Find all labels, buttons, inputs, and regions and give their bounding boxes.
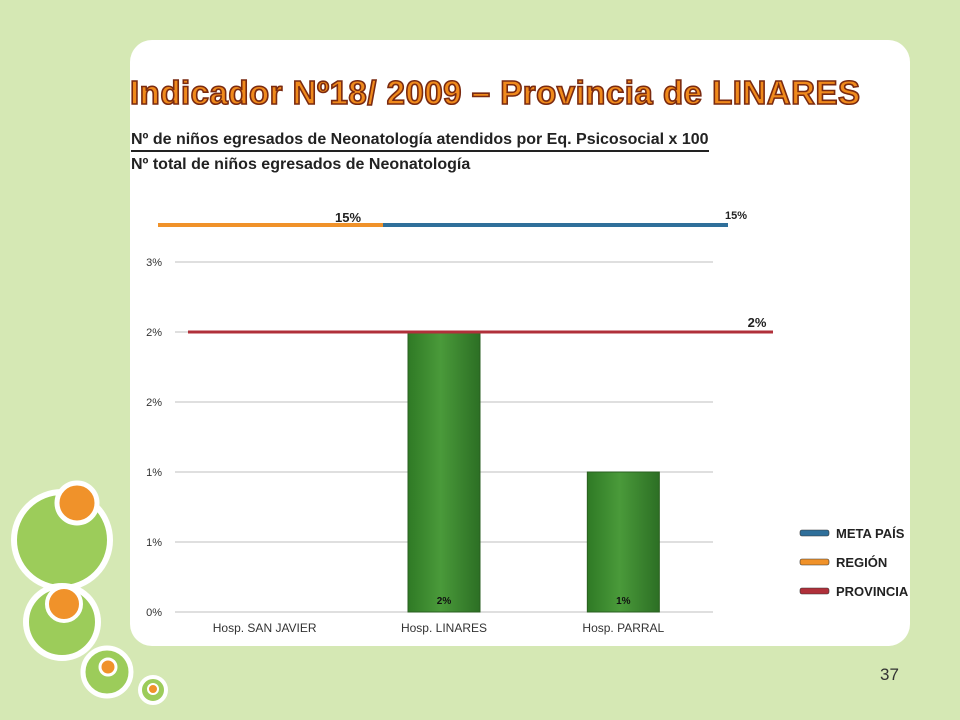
y-tick-label: 1% <box>146 537 162 549</box>
decor-circle-orange-2 <box>45 585 83 623</box>
page-number: 37 <box>880 665 899 684</box>
bar <box>407 331 481 613</box>
y-axis: 0% 1% 1% 2% 2% 3% <box>146 257 162 619</box>
x-tick-label: Hosp. PARRAL <box>582 621 664 635</box>
bar <box>586 471 660 613</box>
decor-circle-orange-4 <box>147 683 159 695</box>
y-tick-label: 2% <box>146 397 162 409</box>
decor-circle-orange-1 <box>54 480 100 526</box>
chart-legend: META PAÍS REGIÓN PROVINCIA <box>799 526 909 599</box>
bar-data-label: 2% <box>437 596 452 607</box>
provincia-line-label: 2% <box>748 315 767 330</box>
formula-numerator: Nº de niños egresados de Neonatología at… <box>131 130 709 152</box>
y-tick-label: 3% <box>146 257 162 269</box>
y-tick-label: 0% <box>146 607 162 619</box>
slide-title: Indicador Nº18/ 2009 – Provincia de LINA… <box>129 73 861 112</box>
x-tick-label: Hosp. LINARES <box>401 621 487 635</box>
y-tick-label: 1% <box>146 467 162 479</box>
bar-data-label: 1% <box>616 596 631 607</box>
y-tick-label: 2% <box>146 327 162 339</box>
x-axis: Hosp. SAN JAVIER Hosp. LINARES Hosp. PARRA… <box>213 621 665 635</box>
x-tick-label: Hosp. SAN JAVIER <box>213 621 317 635</box>
meta-pais-line-label: 15% <box>725 210 747 222</box>
legend-swatch <box>799 529 830 537</box>
legend-label: REGIÓN <box>836 555 887 570</box>
chart-bars: 2% 1% <box>407 331 660 613</box>
legend-swatch <box>799 558 830 566</box>
formula-denominator: Nº total de niños egresados de Neonatolo… <box>131 156 471 173</box>
legend-swatch <box>799 587 830 595</box>
decor-circle-orange-3 <box>98 657 118 677</box>
region-line-label: 15% <box>335 210 361 225</box>
content-card <box>130 40 910 646</box>
legend-label: META PAÍS <box>836 526 905 541</box>
legend-label: PROVINCIA <box>836 584 909 599</box>
reference-lines: 15% 15% 2% <box>158 210 773 334</box>
